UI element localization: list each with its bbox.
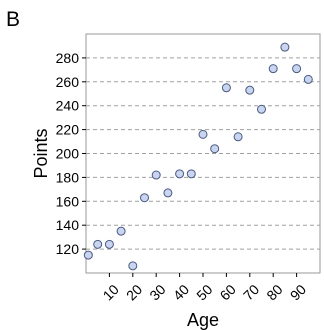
data-point-17: [268, 64, 278, 74]
y-axis: 120 140 160 180 200 220 240 260 280: [56, 50, 86, 257]
data-point-16: [257, 104, 266, 114]
x-tick-label-20: 20: [123, 281, 145, 303]
y-tick-label-240: 240: [56, 98, 80, 114]
data-point-19: [292, 64, 302, 74]
x-tick-label-30: 30: [146, 281, 168, 303]
x-tick-label-90: 90: [287, 281, 309, 303]
y-tick-label-260: 260: [56, 74, 80, 90]
data-point-9: [175, 169, 185, 179]
data-point-2: [93, 239, 103, 249]
data-point-12: [210, 144, 220, 154]
data-point-18: [280, 42, 290, 52]
data-point-13: [221, 83, 231, 93]
y-tick-label-140: 140: [56, 217, 80, 233]
data-point-8: [163, 188, 173, 198]
y-tick-label-220: 220: [56, 122, 80, 138]
x-tick-label-10: 10: [100, 281, 122, 303]
x-tick-label-50: 50: [193, 281, 215, 303]
data-point-6: [140, 193, 149, 203]
y-axis-label: Points: [31, 128, 51, 178]
x-tick-label-80: 80: [263, 281, 285, 303]
y-tick-label-280: 280: [56, 50, 80, 66]
data-point-11: [198, 129, 208, 139]
y-tick-label-200: 200: [56, 146, 80, 162]
data-point-5: [128, 261, 138, 271]
x-axis: 10 20 30 40 50 60 70 80 90: [100, 273, 309, 303]
data-point-1: [83, 250, 93, 260]
y-tick-label-160: 160: [56, 193, 80, 209]
data-point-15: [245, 85, 255, 95]
y-tick-label-120: 120: [56, 241, 80, 257]
x-tick-label-40: 40: [170, 281, 192, 303]
data-point-20: [303, 74, 313, 84]
grid-lines: [86, 57, 320, 250]
data-points: [83, 42, 313, 271]
data-point-10: [186, 169, 196, 179]
data-point-4: [116, 226, 126, 236]
data-point-3: [104, 239, 114, 249]
x-axis-label: Age: [187, 310, 219, 330]
panel-label: B: [6, 8, 20, 31]
data-point-7: [151, 170, 161, 180]
y-tick-label-180: 180: [56, 169, 80, 185]
x-tick-label-60: 60: [217, 281, 239, 303]
data-point-14: [233, 132, 243, 142]
x-tick-label-70: 70: [240, 281, 262, 303]
